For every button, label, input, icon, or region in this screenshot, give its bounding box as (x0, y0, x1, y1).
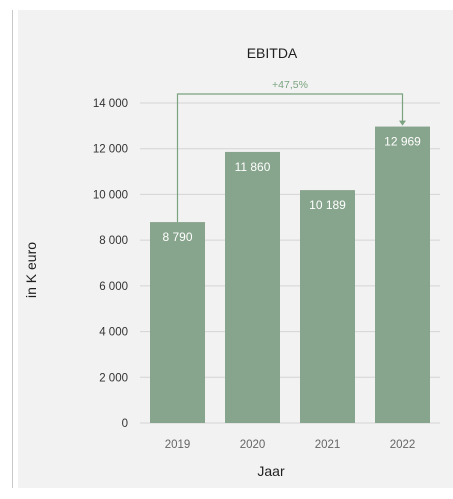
bar-value-label: 12 969 (384, 135, 421, 149)
bar-value-labels: 8 790 11 860 10 189 12 969 (162, 135, 421, 245)
x-axis-ticks: 2019 2020 2021 2022 (165, 439, 416, 451)
y-axis-label: in K euro (23, 242, 39, 298)
bar-value-label: 8 790 (162, 230, 192, 244)
y-tick-label: 4 000 (99, 327, 128, 339)
chart-title: EBITDA (247, 45, 298, 61)
x-tick-label: 2022 (390, 439, 416, 451)
growth-annotation: +47,5% (176, 79, 406, 223)
y-tick-label: 2 000 (99, 372, 128, 384)
y-tick-label: 8 000 (99, 235, 128, 247)
y-tick-label: 6 000 (99, 281, 128, 293)
x-tick-label: 2020 (240, 439, 266, 451)
x-axis-label: Jaar (257, 463, 285, 479)
y-tick-label: 14 000 (93, 98, 128, 110)
bars (150, 126, 430, 424)
y-tick-label: 10 000 (93, 189, 128, 201)
left-border-line (12, 10, 13, 488)
bar (225, 151, 280, 423)
growth-bracket-line (176, 93, 404, 223)
bar-value-label: 10 189 (309, 198, 346, 212)
y-tick-label: 12 000 (93, 144, 128, 156)
x-tick-label: 2021 (315, 439, 341, 451)
y-tick-label: 0 (122, 418, 128, 430)
bar (375, 126, 430, 424)
bar-value-label: 11 860 (235, 160, 271, 174)
bar (150, 222, 205, 423)
growth-percentage-label: +47,5% (272, 79, 308, 91)
y-axis-ticks: 0 2 000 4 000 6 000 8 000 10 000 12 000 14 000 (93, 98, 128, 430)
bar (300, 190, 355, 423)
growth-arrowhead (399, 120, 406, 126)
x-tick-label: 2019 (165, 439, 191, 451)
